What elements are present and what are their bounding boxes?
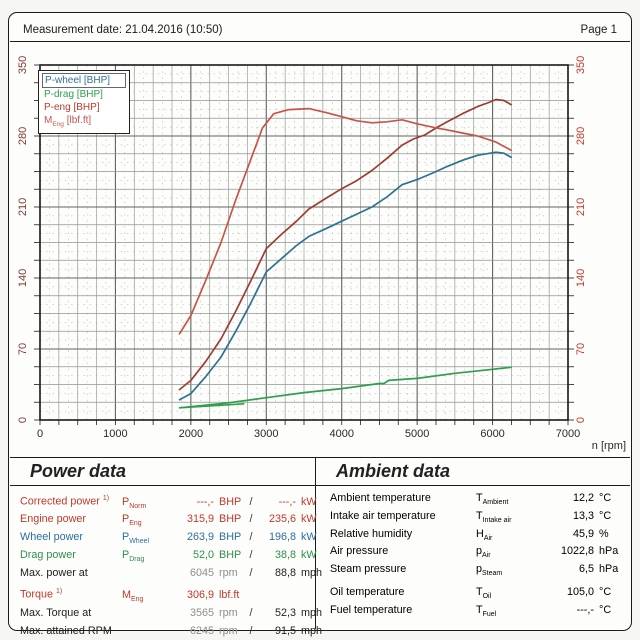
svg-text:2000: 2000 xyxy=(179,428,203,440)
page-number: Page 1 xyxy=(580,24,617,36)
table-row: Max. power at 6045 rpm / 88,8 mph xyxy=(20,566,323,579)
svg-text:70: 70 xyxy=(575,343,587,355)
data-tables: Power data Corrected power 1) PNorm ---,… xyxy=(10,457,630,637)
svg-text:280: 280 xyxy=(575,127,587,145)
table-row: Torque 1) MEng 306,9 lbf.ft xyxy=(20,588,240,603)
x-axis-label: n [rpm] xyxy=(591,440,626,452)
power-data-rows: Corrected power 1) PNorm ---,- BHP / ---,… xyxy=(10,486,323,640)
svg-text:6000: 6000 xyxy=(480,428,504,440)
chart-legend: P-wheel [BHP] P-drag [BHP] P-eng [BHP] M… xyxy=(38,70,130,134)
table-row: Ambient temperature TAmbient 12,2 °C xyxy=(330,492,612,507)
svg-text:70: 70 xyxy=(17,343,29,355)
svg-text:140: 140 xyxy=(17,269,29,287)
table-row: Max. attained RPM 6245 rpm / 91,5 mph xyxy=(20,625,323,638)
svg-text:350: 350 xyxy=(17,56,29,74)
svg-text:280: 280 xyxy=(17,127,29,145)
power-data-section: Power data Corrected power 1) PNorm ---,… xyxy=(10,458,322,637)
ambient-data-rows: Ambient temperature TAmbient 12,2 °C Inta… xyxy=(316,486,630,621)
svg-text:1000: 1000 xyxy=(103,428,127,440)
svg-text:7000: 7000 xyxy=(556,428,580,440)
power-data-title: Power data xyxy=(10,458,315,486)
svg-text:350: 350 xyxy=(575,56,587,74)
ambient-data-section: Ambient data Ambient temperature TAmbien… xyxy=(316,458,630,629)
table-row: Drag power PDrag 52,0 BHP / 38,8 kW xyxy=(20,548,317,563)
legend-item-p-wheel: P-wheel [BHP] xyxy=(42,73,126,88)
table-row: Relative humidity HAir 45,9% xyxy=(330,527,609,542)
legend-item-p-drag: P-drag [BHP] xyxy=(44,89,103,100)
legend-item-p-eng: P-eng [BHP] xyxy=(44,102,100,113)
svg-text:210: 210 xyxy=(575,198,587,216)
svg-text:140: 140 xyxy=(575,269,587,287)
report-header: Measurement date: 21.04.2016 (10:50) Pag… xyxy=(10,12,630,42)
table-row: Air pressure pAir 1022,8 hPa xyxy=(330,545,619,560)
legend-item-m-eng: MEng [lbf.ft] xyxy=(44,115,92,128)
svg-text:210: 210 xyxy=(17,198,29,216)
svg-text:0: 0 xyxy=(37,428,43,440)
table-row: Intake air temperature TIntake air 13,3 °… xyxy=(330,509,612,524)
svg-text:0: 0 xyxy=(17,417,29,423)
svg-text:0: 0 xyxy=(575,417,587,423)
table-row: Wheel power PWheel 263,9 BHP / 196,8 kW xyxy=(20,531,317,546)
table-row: Oil temperature TOil 105,0 °C xyxy=(330,585,612,600)
svg-text:5000: 5000 xyxy=(405,428,429,440)
table-row: Steam pressure pSteam 6,5 hPa xyxy=(330,563,619,578)
table-row: Engine power PEng 315,9 BHP / 235,6 kW xyxy=(20,513,317,528)
svg-text:4000: 4000 xyxy=(329,428,353,440)
svg-text:3000: 3000 xyxy=(254,428,278,440)
measurement-date: Measurement date: 21.04.2016 (10:50) xyxy=(23,24,223,36)
table-row: Fuel temperature TFuel ---,- °C xyxy=(330,603,612,618)
table-row: Max. Torque at 3565 rpm / 52,3 mph xyxy=(20,606,323,619)
table-row: Corrected power 1) PNorm ---,- BHP / ---,… xyxy=(20,495,317,510)
dyno-chart: 0 1000 2000 3000 4000 5000 6000 7000 0 70 140 210 28… xyxy=(17,56,587,440)
ambient-data-title: Ambient data xyxy=(316,458,630,486)
